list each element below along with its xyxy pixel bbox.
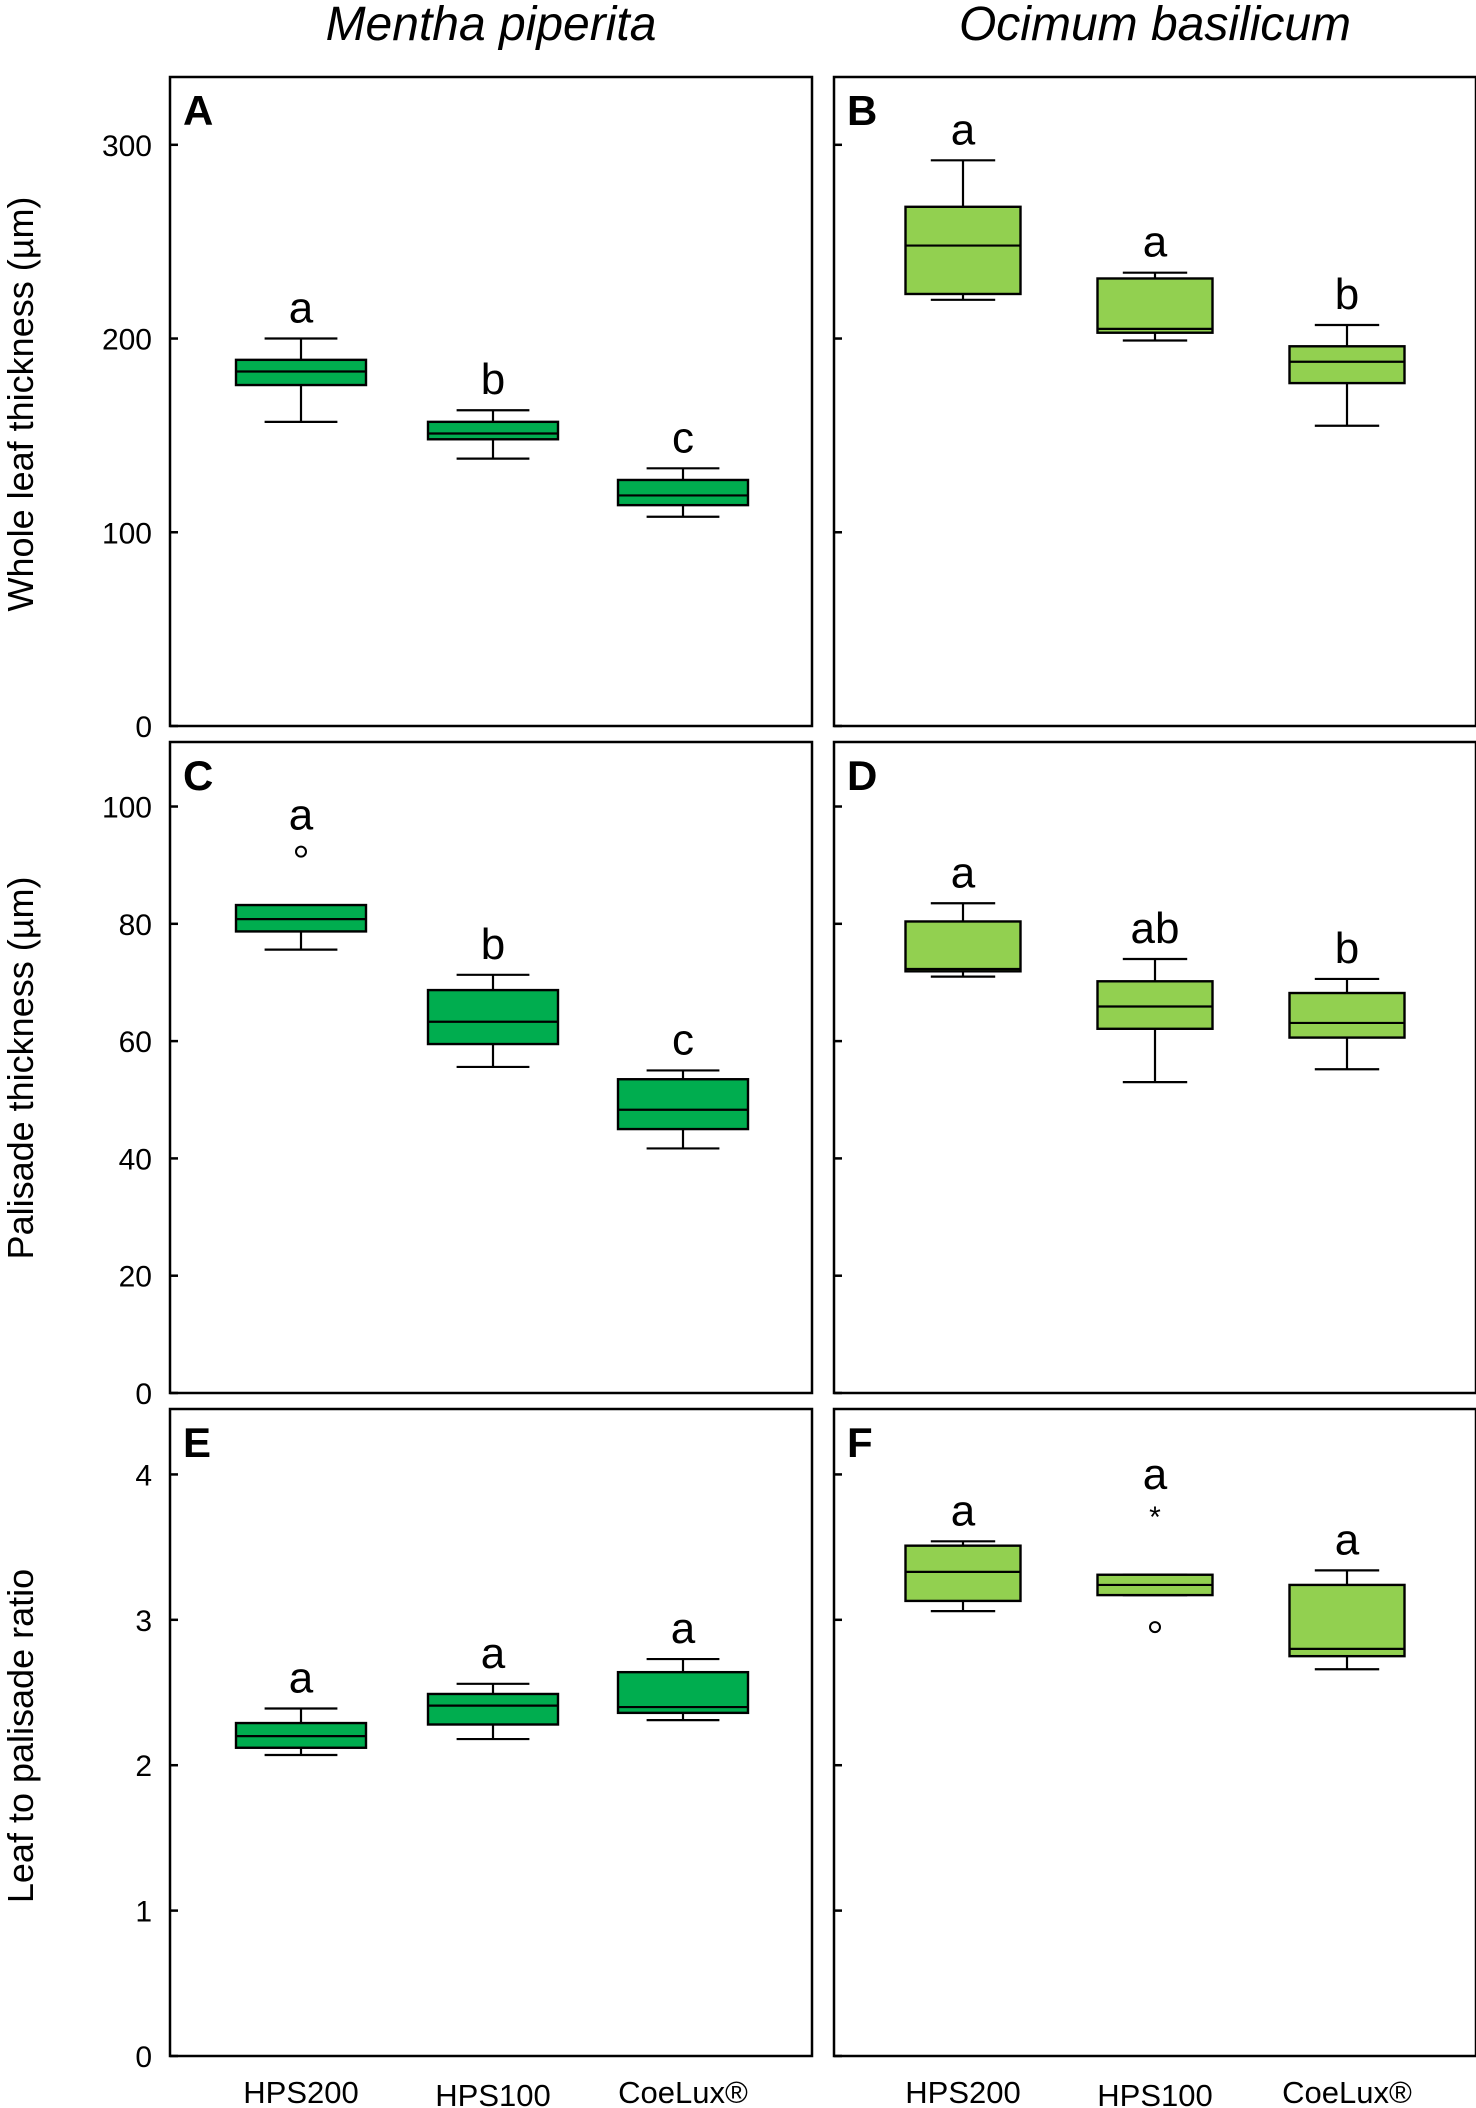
box-hps100: b	[426, 920, 560, 1069]
outlier-point	[295, 845, 307, 858]
box-iqr	[904, 205, 1022, 296]
panel-frame	[168, 1407, 814, 2058]
box-hps100: *a	[1096, 1450, 1214, 1634]
box-coelux: b	[1288, 924, 1406, 1071]
significance-letter: b	[1335, 924, 1359, 973]
box-iqr	[1096, 980, 1214, 1030]
box-iqr	[904, 920, 1022, 973]
panel-frame	[168, 740, 814, 1395]
box-hps100: b	[426, 355, 560, 460]
panel-frame	[832, 75, 1476, 728]
box-iqr	[1288, 991, 1406, 1039]
significance-letter: a	[481, 1629, 506, 1678]
box-iqr	[426, 420, 560, 441]
significance-letter: b	[481, 920, 505, 969]
significance-letter: c	[672, 1015, 694, 1064]
significance-letter: b	[481, 355, 505, 404]
panel-frame	[832, 740, 1476, 1395]
significance-letter: ab	[1131, 904, 1180, 953]
significance-letter: a	[951, 105, 976, 154]
column-title-mentha: Mentha piperita	[326, 0, 657, 51]
box-hps200: a	[234, 791, 368, 951]
panel-c: C 0 20 40 60 80 100 a b c	[102, 740, 814, 1411]
panel-frame	[168, 75, 814, 728]
extreme-point: *	[1149, 1501, 1161, 1534]
x-label-coelux-left: CoeLux®	[618, 2075, 748, 2108]
panel-f: Fa *aa	[832, 1407, 1476, 2058]
box-iqr	[904, 1544, 1022, 1603]
box-hps200: a	[904, 1486, 1022, 1613]
column-title-ocimum: Ocimum basilicum	[959, 0, 1351, 51]
x-label-hps200-right: HPS200	[905, 2075, 1020, 2108]
box-coelux: b	[1288, 270, 1406, 427]
panel-letter: D	[847, 752, 877, 799]
significance-letter: c	[672, 413, 694, 462]
box-iqr	[426, 988, 560, 1046]
x-label-coelux-right: CoeLux®	[1282, 2075, 1412, 2108]
box-hps100: a	[426, 1629, 560, 1741]
panel-e: E 0 1 2 3 4 a a a	[135, 1407, 814, 2074]
y-tick-label: 0	[135, 711, 152, 744]
y-tick-label: 0	[135, 2041, 152, 2074]
y-tick-label: 60	[119, 1026, 152, 1059]
y-tick-label: 4	[135, 1459, 152, 1492]
panel-letter: E	[183, 1419, 211, 1466]
box-hps200: a	[234, 1654, 368, 1757]
significance-letter: a	[671, 1604, 696, 1653]
panel-letter: C	[183, 752, 213, 799]
panel-letter: A	[183, 87, 213, 134]
box-hps100: a	[1096, 218, 1214, 342]
significance-letter: a	[951, 848, 976, 897]
y-tick-label: 2	[135, 1750, 152, 1783]
significance-letter: a	[289, 1654, 314, 1703]
box-hps200: a	[904, 848, 1022, 978]
y-tick-label: 80	[119, 909, 152, 942]
box-iqr	[616, 478, 750, 507]
box-iqr	[426, 1692, 560, 1726]
y-tick-label: 40	[119, 1143, 152, 1176]
box-coelux: a	[1288, 1515, 1406, 1671]
box-iqr	[1288, 345, 1406, 385]
box-coelux: c	[616, 1015, 750, 1150]
box-iqr	[616, 1078, 750, 1131]
box-hps200: a	[904, 105, 1022, 301]
significance-letter: a	[289, 791, 314, 840]
box-hps100: ab	[1096, 904, 1214, 1084]
x-label-hps100-left: HPS100	[435, 2078, 550, 2108]
panel-letter: B	[847, 87, 877, 134]
row-ylabel-ratio: Leaf to palisade ratio	[0, 1569, 41, 1903]
box-coelux: a	[616, 1604, 750, 1722]
panel-d: Da ab b	[832, 740, 1476, 1395]
significance-letter: a	[289, 284, 314, 333]
significance-letter: b	[1335, 270, 1359, 319]
box-iqr	[1288, 1583, 1406, 1658]
significance-letter: a	[951, 1486, 976, 1535]
y-tick-label: 100	[102, 517, 152, 550]
panel-a: A 0 100 200 300 a b c	[102, 75, 814, 744]
box-coelux: c	[616, 413, 750, 518]
panel-frame	[832, 1407, 1476, 2058]
row-ylabel-whole-leaf: Whole leaf thickness (µm)	[0, 197, 41, 612]
significance-letter: a	[1143, 1450, 1168, 1499]
outlier-point	[1149, 1621, 1161, 1634]
significance-letter: a	[1143, 218, 1168, 267]
y-tick-label: 0	[135, 1378, 152, 1411]
y-tick-label: 20	[119, 1261, 152, 1294]
y-tick-label: 200	[102, 324, 152, 357]
box-iqr	[1096, 277, 1214, 334]
box-hps200: a	[234, 284, 368, 423]
significance-letter: a	[1335, 1515, 1360, 1564]
x-label-hps100-right: HPS100	[1097, 2078, 1212, 2108]
y-tick-label: 100	[102, 792, 152, 825]
row-ylabel-palisade: Palisade thickness (µm)	[0, 877, 41, 1260]
y-tick-label: 1	[135, 1896, 152, 1929]
x-label-hps200-left: HPS200	[243, 2075, 358, 2108]
panel-letter: F	[847, 1419, 873, 1466]
y-tick-label: 300	[102, 130, 152, 163]
y-tick-label: 3	[135, 1605, 152, 1638]
